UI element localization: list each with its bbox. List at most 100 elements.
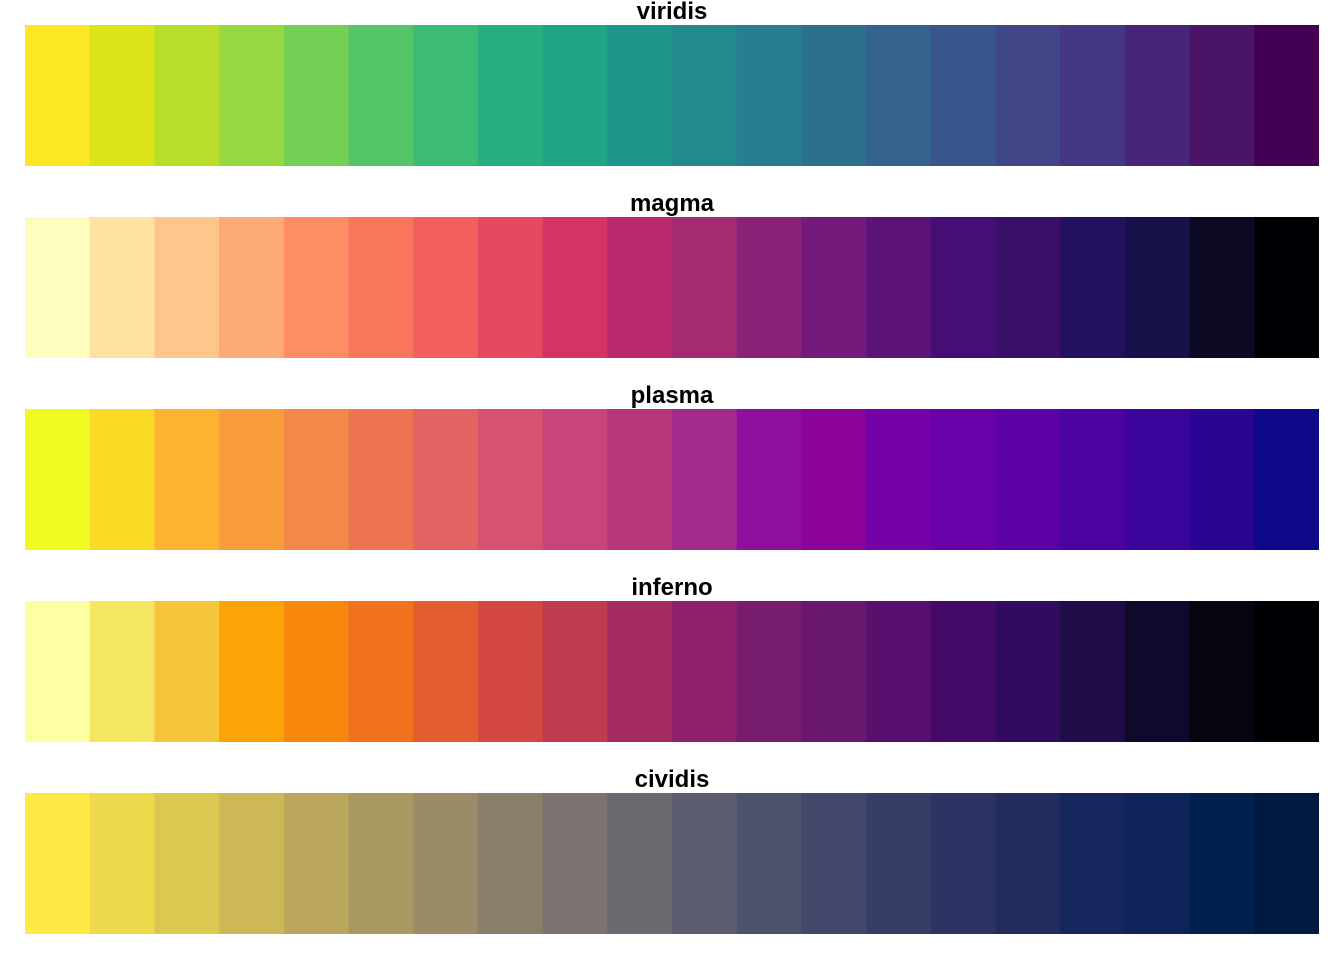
palette-inferno: inferno	[25, 574, 1319, 780]
color-swatch	[219, 601, 285, 742]
color-swatch	[1189, 601, 1255, 742]
palette-title: viridis	[636, 0, 708, 25]
color-swatch	[542, 25, 608, 166]
color-swatch	[1254, 793, 1319, 934]
color-swatch	[801, 217, 867, 358]
color-swatch	[801, 793, 867, 934]
color-swatch	[607, 793, 673, 934]
color-swatch	[995, 793, 1061, 934]
color-swatch	[995, 601, 1061, 742]
color-swatch	[348, 25, 414, 166]
palette-title: inferno	[631, 574, 713, 601]
color-swatch	[542, 793, 608, 934]
color-swatch	[283, 793, 350, 934]
palette-swatch-row	[25, 409, 1319, 550]
color-swatch	[672, 217, 738, 358]
color-swatch	[1189, 217, 1255, 358]
color-swatch	[801, 601, 867, 742]
color-swatch	[1189, 25, 1255, 166]
color-swatch	[672, 25, 738, 166]
color-swatch	[89, 217, 155, 358]
color-swatch	[930, 25, 997, 166]
color-swatch	[89, 601, 155, 742]
color-swatch	[1124, 25, 1191, 166]
color-swatch	[995, 25, 1061, 166]
color-swatch	[866, 217, 932, 358]
color-swatch	[154, 25, 220, 166]
palette-cividis: cividis	[25, 766, 1319, 972]
color-swatch	[736, 25, 802, 166]
color-swatch	[866, 601, 932, 742]
color-swatch	[801, 25, 867, 166]
color-swatch	[348, 409, 414, 550]
palette-viridis: viridis	[25, 0, 1319, 204]
color-swatch	[1189, 409, 1255, 550]
color-swatch	[1189, 793, 1255, 934]
color-swatch	[607, 217, 673, 358]
color-swatch	[672, 601, 738, 742]
color-swatch	[1124, 217, 1191, 358]
color-swatch	[1254, 25, 1319, 166]
color-swatch	[413, 217, 479, 358]
palette-title: plasma	[630, 382, 714, 409]
color-swatch	[219, 25, 285, 166]
color-swatch	[25, 409, 91, 550]
palette-title: cividis	[634, 766, 710, 793]
color-swatch	[477, 25, 544, 166]
color-swatch	[219, 217, 285, 358]
color-swatch	[89, 25, 155, 166]
color-swatch	[801, 409, 867, 550]
palette-swatch-row	[25, 217, 1319, 358]
color-swatch	[736, 217, 802, 358]
color-swatch	[1124, 601, 1191, 742]
palette-magma: magma	[25, 190, 1319, 396]
color-swatch	[1060, 793, 1126, 934]
color-swatch	[672, 793, 738, 934]
color-swatch	[477, 217, 544, 358]
color-swatch	[1254, 217, 1319, 358]
palette-title: magma	[629, 190, 715, 217]
color-swatch	[25, 25, 91, 166]
color-swatch	[542, 409, 608, 550]
color-swatch	[1124, 409, 1191, 550]
color-swatch	[1124, 793, 1191, 934]
color-swatch	[154, 793, 220, 934]
color-swatch	[1060, 217, 1126, 358]
palette-plasma: plasma	[25, 382, 1319, 588]
color-swatch	[995, 217, 1061, 358]
color-swatch	[1060, 601, 1126, 742]
color-swatch	[736, 409, 802, 550]
color-swatch	[89, 409, 155, 550]
color-swatch	[607, 25, 673, 166]
palette-swatch-row	[25, 793, 1319, 934]
color-swatch	[25, 793, 91, 934]
color-swatch	[736, 601, 802, 742]
color-swatch	[866, 409, 932, 550]
color-swatch	[283, 409, 350, 550]
color-swatch	[154, 601, 220, 742]
color-swatch	[866, 793, 932, 934]
color-swatch	[995, 409, 1061, 550]
color-swatch	[477, 793, 544, 934]
color-swatch	[413, 793, 479, 934]
color-swatch	[672, 409, 738, 550]
color-swatch	[348, 217, 414, 358]
color-swatch	[25, 217, 91, 358]
color-swatch	[219, 409, 285, 550]
color-swatch	[413, 409, 479, 550]
color-swatch	[930, 217, 997, 358]
color-swatch	[1060, 25, 1126, 166]
color-swatch	[219, 793, 285, 934]
color-swatch	[348, 793, 414, 934]
palette-swatch-row	[25, 601, 1319, 742]
color-swatch	[1254, 409, 1319, 550]
color-swatch	[542, 217, 608, 358]
color-swatch	[348, 601, 414, 742]
color-swatch	[477, 409, 544, 550]
color-swatch	[542, 601, 608, 742]
color-swatch	[866, 25, 932, 166]
color-swatch	[413, 601, 479, 742]
color-swatch	[607, 601, 673, 742]
color-swatch	[1254, 601, 1319, 742]
color-swatch	[283, 217, 350, 358]
